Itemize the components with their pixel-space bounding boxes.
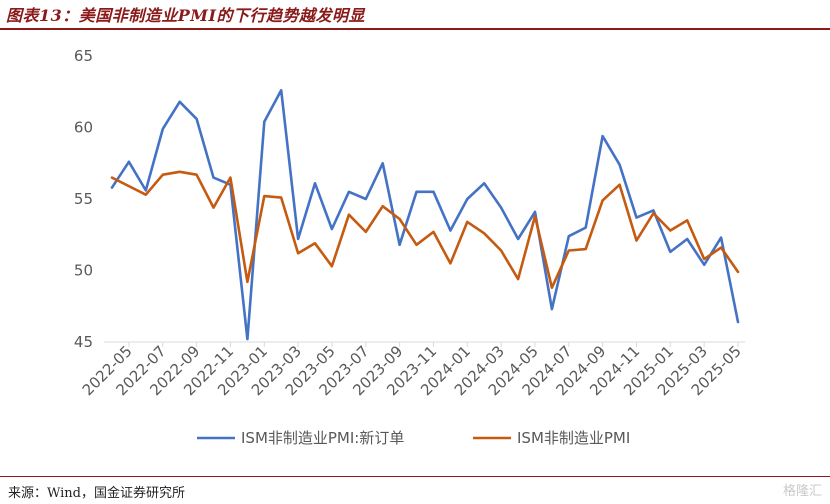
y-tick-label: 65 [74,47,93,65]
x-axis-ticks: 2022-052022-072022-092022-112023-012023-… [79,342,745,399]
y-axis-ticks: 45 50 55 60 65 [74,47,93,351]
source-note: 来源：Wind，国金证券研究所 [8,486,185,501]
y-tick-label: 45 [74,333,93,351]
legend-label: ISM非制造业PMI:新订单 [241,429,404,447]
legend: ISM非制造业PMI:新订单 ISM非制造业PMI [197,429,630,447]
legend-label: ISM非制造业PMI [517,429,630,447]
figure-title: 图表13：美国非制造业PMI的下行趋势越发明显 [6,6,365,25]
series-line-pmi [110,170,740,290]
watermark: 格隆汇 [782,484,822,499]
y-tick-label: 55 [74,190,93,208]
series-lines [110,89,740,341]
y-tick-label: 60 [74,119,93,137]
y-tick-label: 50 [74,262,93,280]
series-line-new-orders [110,89,740,341]
line-chart: 45 50 55 60 65 2022-052022-072022-092022-112… [74,47,745,447]
title-divider [0,28,830,30]
footer-divider [0,476,830,477]
